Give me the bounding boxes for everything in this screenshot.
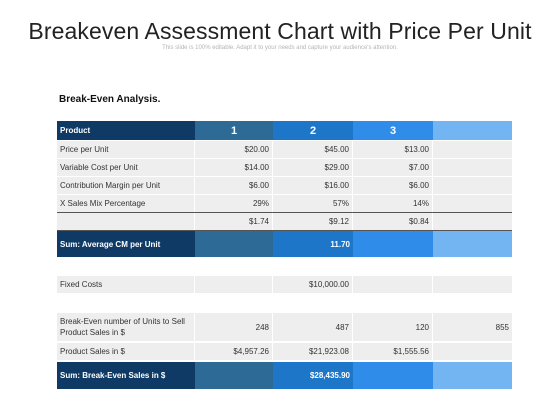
row-label: Contribution Margin per Unit (57, 177, 195, 194)
row-value: $21,923.08 (273, 343, 353, 360)
header-product: Product (57, 121, 195, 140)
row-value: 14% (353, 195, 433, 212)
row-value: $1,555.56 (353, 343, 433, 360)
sum-sales-cell (195, 362, 273, 389)
row-value (195, 276, 273, 293)
row-value: $16.00 (273, 177, 353, 194)
divider-line (57, 212, 512, 213)
table-row: Variable Cost per Unit $14.00 $29.00 $7.… (57, 159, 512, 176)
row-value (433, 276, 512, 293)
row-value: 248 (195, 313, 273, 341)
header-col-1: 1 (195, 121, 273, 140)
row-value: $29.00 (273, 159, 353, 176)
header-col-2: 2 (273, 121, 353, 140)
table-row: $1.74 $9.12 $0.84 (57, 213, 512, 230)
row-value: $14.00 (195, 159, 273, 176)
row-value (433, 213, 512, 230)
fixed-costs-value: $10,000.00 (273, 276, 353, 293)
sum-cm-cell (433, 231, 512, 257)
breakeven-units-label: Break-Even number of Units to Sell Produ… (57, 313, 195, 341)
row-value: 29% (195, 195, 273, 212)
row-value (433, 343, 512, 360)
row-value: $6.00 (353, 177, 433, 194)
sum-cm-cell (353, 231, 433, 257)
row-value: $0.84 (353, 213, 433, 230)
row-value: $13.00 (353, 141, 433, 158)
table-row: Fixed Costs $10,000.00 (57, 276, 512, 293)
divider-line (57, 230, 512, 231)
row-value (433, 195, 512, 212)
row-value (433, 159, 512, 176)
table-row: X Sales Mix Percentage 29% 57% 14% (57, 195, 512, 212)
row-value: 120 (353, 313, 433, 341)
product-sales-label: Product Sales in $ (57, 343, 195, 360)
row-value: 487 (273, 313, 353, 341)
header-col-4 (433, 121, 512, 140)
row-value: $4,957.26 (195, 343, 273, 360)
header-col-3: 3 (353, 121, 433, 140)
sum-sales-value: $28,435.90 (273, 362, 353, 389)
sum-cm-cell (195, 231, 273, 257)
row-label: Price per Unit (57, 141, 195, 158)
row-value (433, 141, 512, 158)
row-value: 57% (273, 195, 353, 212)
slide-title: Breakeven Assessment Chart with Price Pe… (28, 18, 532, 44)
row-label (57, 213, 195, 230)
sum-cm-value: 11.70 (273, 231, 353, 257)
table-row: Break-Even number of Units to Sell Produ… (57, 313, 512, 341)
table-row: Price per Unit $20.00 $45.00 $13.00 (57, 141, 512, 158)
row-value (353, 276, 433, 293)
row-value: $6.00 (195, 177, 273, 194)
sum-sales-cell (353, 362, 433, 389)
table-row: Product Sales in $ $4,957.26 $21,923.08 … (57, 343, 512, 360)
slide-subtitle: This slide is 100% editable. Adapt it to… (162, 45, 398, 51)
table-row: Contribution Margin per Unit $6.00 $16.0… (57, 177, 512, 194)
sum-cm-label: Sum: Average CM per Unit (57, 231, 195, 257)
section-heading: Break-Even Analysis. (59, 94, 161, 105)
row-value: 855 (433, 313, 512, 341)
row-value (433, 177, 512, 194)
row-value: $45.00 (273, 141, 353, 158)
sum-sales-label: Sum: Break-Even Sales in $ (57, 362, 195, 389)
row-label: X Sales Mix Percentage (57, 195, 195, 212)
row-value: $9.12 (273, 213, 353, 230)
sum-sales-cell (433, 362, 512, 389)
fixed-costs-label: Fixed Costs (57, 276, 195, 293)
sum-cm-row: Sum: Average CM per Unit 11.70 (57, 231, 512, 257)
row-value: $7.00 (353, 159, 433, 176)
row-label: Variable Cost per Unit (57, 159, 195, 176)
table-header-row: Product 1 2 3 (57, 121, 512, 140)
sum-sales-row: Sum: Break-Even Sales in $ $28,435.90 (57, 362, 512, 389)
row-value: $20.00 (195, 141, 273, 158)
row-value: $1.74 (195, 213, 273, 230)
